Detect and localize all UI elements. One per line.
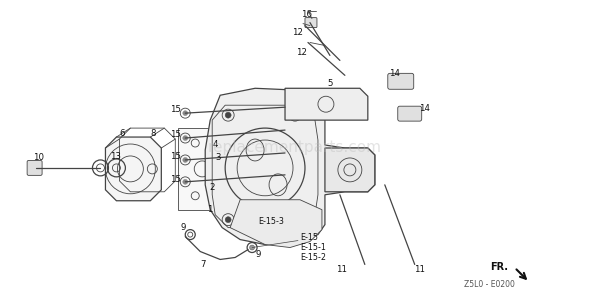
Text: 12: 12 (293, 28, 303, 37)
Bar (178, 128, 220, 210)
Text: E-15-3: E-15-3 (258, 217, 284, 226)
Text: 9: 9 (255, 250, 261, 259)
Text: 11: 11 (414, 265, 425, 274)
Text: 15: 15 (170, 130, 181, 139)
Text: 5: 5 (327, 79, 333, 88)
Text: 8: 8 (150, 129, 156, 137)
FancyBboxPatch shape (305, 18, 317, 27)
Circle shape (225, 112, 231, 118)
Text: 15: 15 (170, 105, 181, 114)
FancyBboxPatch shape (388, 73, 414, 89)
Text: 15: 15 (170, 153, 181, 161)
Circle shape (250, 245, 255, 250)
Text: E-15: E-15 (300, 233, 318, 242)
Circle shape (183, 179, 188, 184)
Text: 10: 10 (33, 153, 44, 163)
Text: 4: 4 (212, 140, 218, 148)
Text: 13: 13 (110, 153, 121, 161)
Text: 16: 16 (301, 10, 313, 19)
Text: 7: 7 (201, 260, 206, 269)
Circle shape (225, 217, 231, 223)
Circle shape (183, 111, 188, 116)
Text: 14: 14 (419, 104, 430, 113)
Text: 2: 2 (209, 183, 215, 192)
Text: 6: 6 (120, 129, 125, 137)
Text: 15: 15 (170, 175, 181, 184)
Polygon shape (106, 137, 161, 201)
FancyBboxPatch shape (27, 160, 42, 175)
Text: E-15-1: E-15-1 (300, 243, 326, 252)
Circle shape (292, 112, 298, 118)
Circle shape (183, 136, 188, 140)
Text: 3: 3 (215, 153, 221, 163)
Polygon shape (230, 200, 322, 248)
Text: replacementparts.com: replacementparts.com (208, 140, 382, 155)
Text: E-15-2: E-15-2 (300, 253, 326, 262)
FancyBboxPatch shape (398, 106, 422, 121)
Polygon shape (285, 88, 368, 120)
Text: 14: 14 (389, 69, 400, 78)
Text: Z5L0 - E0200: Z5L0 - E0200 (464, 280, 515, 289)
Polygon shape (325, 148, 375, 192)
Circle shape (183, 158, 188, 163)
Text: 11: 11 (336, 265, 348, 274)
Text: FR.: FR. (490, 263, 509, 273)
Text: 9: 9 (181, 223, 186, 232)
Text: 12: 12 (297, 48, 307, 57)
Polygon shape (205, 88, 375, 245)
Circle shape (292, 217, 298, 223)
Text: 1: 1 (208, 205, 213, 214)
